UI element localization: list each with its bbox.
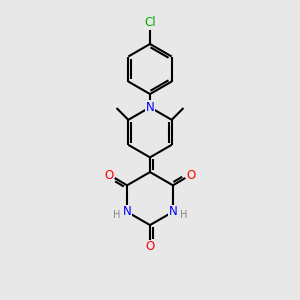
Text: N: N [146,101,154,114]
Text: O: O [187,169,196,182]
Text: H: H [113,210,120,220]
Text: O: O [146,240,154,254]
Text: H: H [180,210,187,220]
Text: O: O [104,169,113,182]
Text: N: N [169,205,177,218]
Text: Cl: Cl [144,16,156,29]
Text: N: N [123,205,131,218]
